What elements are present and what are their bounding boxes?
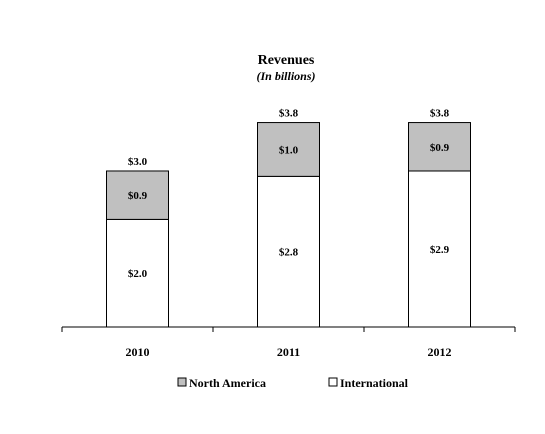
total-label-2012: $3.8 [430,108,450,120]
data-label-international-2012: $2.9 [430,244,450,256]
chart-subtitle: (In billions) [256,69,315,83]
total-label-2011: $3.8 [279,108,299,120]
data-label-north-america-2010: $0.9 [128,190,148,202]
bar-international-2010 [106,218,169,328]
data-label-international-2010: $2.0 [128,268,148,280]
legend-swatch-north-america [177,377,187,387]
x-tick-label-2012: 2012 [428,345,452,359]
bar-international-2011 [257,175,320,328]
x-tick-label-2011: 2011 [277,345,300,359]
legend: North America International [177,376,409,390]
data-label-north-america-2012: $0.9 [430,142,450,154]
plot-area: $2.0 $0.9 $3.0 2010 $2.8 $1.0 $3.8 2011 $2.9 $0.9… [61,108,516,359]
legend-label-international: International [340,376,409,390]
x-tick-label-2010: 2010 [126,345,150,359]
total-label-2010: $3.0 [128,156,148,168]
bar-north-america-2012 [408,122,471,172]
data-label-north-america-2011: $1.0 [279,144,299,156]
bar-international-2012 [408,170,471,328]
bar-north-america-2011 [257,122,320,177]
data-label-international-2011: $2.8 [279,247,299,259]
bar-north-america-2010 [106,170,169,220]
legend-label-north-america: North America [189,376,266,390]
chart-title: Revenues [258,53,315,68]
legend-swatch-international [328,377,338,387]
